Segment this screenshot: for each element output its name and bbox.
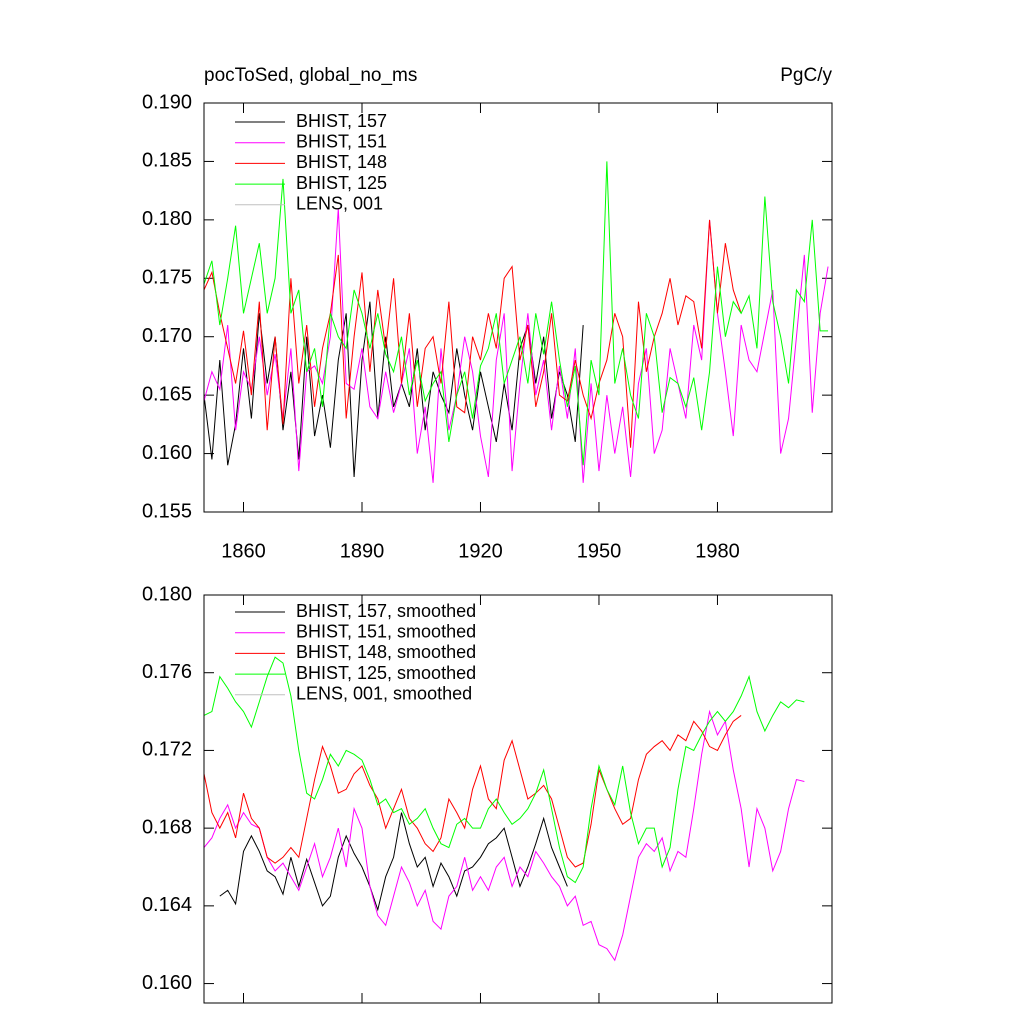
legend-label: BHIST, 125, smoothed [296,663,476,683]
y-tick-label: 0.185 [142,150,192,172]
y-tick-label: 0.190 [142,91,192,113]
y-tick-label: 0.165 [142,383,192,405]
y-tick-label: 0.172 [142,739,192,761]
legend-label: BHIST, 151 [296,131,387,151]
units-label: PgC/y [780,65,832,86]
series-line [203,715,742,868]
series-line [219,812,568,912]
legend-label: BHIST, 148, smoothed [296,642,476,662]
y-tick-label: 0.160 [142,442,192,464]
series-line [203,301,584,477]
x-tick-label: 1980 [695,540,740,562]
series-line [203,208,829,483]
x-tick-label: 1950 [577,540,622,562]
y-tick-label: 0.170 [142,325,192,347]
legend-label: BHIST, 148 [296,152,387,172]
legend-label: LENS, 001 [296,194,383,214]
series-line [203,219,742,448]
series-line [203,709,805,962]
chart-title: pocToSed, global_no_ms [204,65,417,86]
legend-label: BHIST, 157, smoothed [296,601,476,621]
y-tick-label: 0.164 [142,894,192,916]
y-tick-label: 0.176 [142,661,192,683]
legend-label: BHIST, 125 [296,173,387,193]
plot-frame [203,102,833,513]
y-tick-label: 0.180 [142,583,192,605]
x-tick-label: 1860 [221,540,266,562]
plot-frame [203,594,833,1004]
legend-label: BHIST, 151, smoothed [296,621,476,641]
y-tick-label: 0.155 [142,500,192,522]
y-tick-label: 0.180 [142,208,192,230]
legend-label: BHIST, 157 [296,111,387,131]
x-tick-label: 1890 [340,540,385,562]
x-tick-label: 1920 [458,540,503,562]
y-tick-label: 0.160 [142,972,192,994]
series-line [203,161,829,466]
y-tick-label: 0.168 [142,816,192,838]
legend-label: LENS, 001, smoothed [296,684,472,704]
series-line [203,656,805,884]
y-tick-label: 0.175 [142,267,192,289]
